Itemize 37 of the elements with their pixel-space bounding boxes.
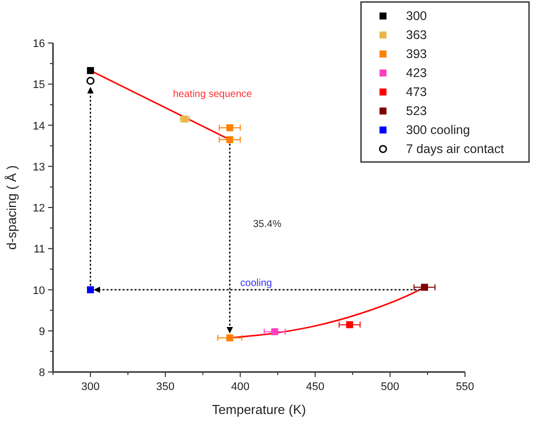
point bbox=[421, 284, 428, 291]
annotation: 35.4% bbox=[253, 219, 282, 230]
x-tick-label: 300 bbox=[81, 381, 100, 393]
y-tick-label: 14 bbox=[32, 120, 45, 132]
point bbox=[86, 286, 94, 294]
x-tick-label: 500 bbox=[380, 381, 400, 393]
y-tick-label: 12 bbox=[32, 202, 45, 214]
annotation: heating sequence bbox=[173, 89, 252, 100]
x-axis-title: Temperature (K) bbox=[212, 402, 306, 417]
y-tick-label: 9 bbox=[38, 326, 45, 338]
y-axis-title: d-spacing ( Å ) bbox=[4, 165, 19, 250]
point bbox=[346, 321, 354, 328]
y-tick-label: 16 bbox=[32, 38, 45, 50]
legend-label: 393 bbox=[406, 47, 427, 61]
x-tick-label: 550 bbox=[456, 381, 474, 393]
point bbox=[271, 328, 278, 336]
x-tick-label: 450 bbox=[306, 381, 324, 393]
annotation: cooling bbox=[240, 278, 272, 289]
y-tick-label: 13 bbox=[32, 161, 45, 174]
point bbox=[226, 136, 234, 144]
legend-label: 423 bbox=[406, 66, 427, 80]
y-tick-label: 11 bbox=[34, 244, 45, 256]
legend-label: 300 bbox=[406, 9, 427, 23]
y-tick-label: 15 bbox=[32, 79, 45, 92]
legend-label: 7 days air contact bbox=[406, 142, 504, 156]
point bbox=[86, 67, 94, 74]
legend-label: 363 bbox=[406, 28, 427, 42]
x-tick-label: 400 bbox=[231, 381, 250, 393]
legend-label: 473 bbox=[406, 85, 427, 99]
y-tick-label: 8 bbox=[38, 367, 45, 379]
legend-label: 300 cooling bbox=[406, 123, 470, 137]
point bbox=[226, 334, 234, 342]
x-tick-label: 350 bbox=[156, 381, 175, 393]
point bbox=[226, 124, 234, 132]
point bbox=[86, 76, 94, 85]
y-tick-label: 10 bbox=[32, 284, 45, 297]
legend-label: 523 bbox=[406, 104, 427, 118]
